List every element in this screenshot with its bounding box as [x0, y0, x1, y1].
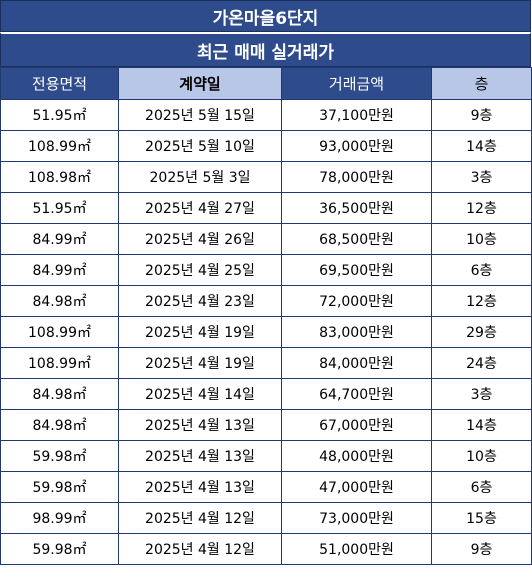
table-row: 98.99㎡ 2025년 4월 12일 73,000만원 15층 — [0, 502, 532, 534]
area-cell: 59.98㎡ — [0, 440, 119, 472]
floor-cell: 3층 — [431, 378, 532, 410]
table-row: 51.95㎡ 2025년 5월 15일 37,100만원 9층 — [0, 99, 532, 131]
column-header-price: 거래금액 — [281, 67, 432, 100]
floor-cell: 6층 — [431, 254, 532, 286]
price-cell: 69,500만원 — [281, 254, 432, 286]
floor-cell: 12층 — [431, 285, 532, 317]
contract-date-cell: 2025년 4월 25일 — [118, 254, 282, 286]
price-cell: 84,000만원 — [281, 347, 432, 379]
table-row: 59.98㎡ 2025년 4월 12일 51,000만원 9층 — [0, 533, 532, 565]
table-row: 84.98㎡ 2025년 4월 13일 67,000만원 14층 — [0, 409, 532, 441]
price-cell: 83,000만원 — [281, 316, 432, 348]
floor-cell: 29층 — [431, 316, 532, 348]
floor-cell: 15층 — [431, 502, 532, 534]
price-cell: 78,000만원 — [281, 161, 432, 193]
table-row: 108.99㎡ 2025년 4월 19일 83,000만원 29층 — [0, 316, 532, 348]
price-cell: 73,000만원 — [281, 502, 432, 534]
column-header-contract-date: 계약일 — [118, 67, 282, 100]
contract-date-cell: 2025년 4월 13일 — [118, 471, 282, 503]
price-cell: 72,000만원 — [281, 285, 432, 317]
contract-date-cell: 2025년 5월 10일 — [118, 130, 282, 162]
complex-title: 가온마을6단지 — [0, 0, 531, 32]
floor-cell: 14층 — [431, 409, 532, 441]
area-cell: 108.98㎡ — [0, 161, 119, 193]
contract-date-cell: 2025년 4월 12일 — [118, 533, 282, 565]
price-cell: 51,000만원 — [281, 533, 432, 565]
area-cell: 98.99㎡ — [0, 502, 119, 534]
contract-date-cell: 2025년 4월 14일 — [118, 378, 282, 410]
floor-cell: 6층 — [431, 471, 532, 503]
column-header-area: 전용면적 — [0, 67, 119, 100]
area-cell: 108.99㎡ — [0, 130, 119, 162]
floor-cell: 3층 — [431, 161, 532, 193]
area-cell: 84.98㎡ — [0, 409, 119, 441]
contract-date-cell: 2025년 4월 26일 — [118, 223, 282, 255]
table-row: 84.99㎡ 2025년 4월 25일 69,500만원 6층 — [0, 254, 532, 286]
contract-date-cell: 2025년 4월 19일 — [118, 316, 282, 348]
price-cell: 37,100만원 — [281, 99, 432, 131]
floor-cell: 10층 — [431, 440, 532, 472]
table-row: 84.98㎡ 2025년 4월 23일 72,000만원 12층 — [0, 285, 532, 317]
transactions-table: 전용면적 계약일 거래금액 층 51.95㎡ 2025년 5월 15일 37,100… — [0, 67, 532, 565]
table-row: 108.98㎡ 2025년 5월 3일 78,000만원 3층 — [0, 161, 532, 193]
area-cell: 108.99㎡ — [0, 347, 119, 379]
transaction-report: 가온마을6단지 최근 매매 실거래가 전용면적 계약일 거래금액 층 51.95… — [0, 0, 532, 565]
area-cell: 84.99㎡ — [0, 254, 119, 286]
table-row: 108.99㎡ 2025년 5월 10일 93,000만원 14층 — [0, 130, 532, 162]
price-cell: 68,500만원 — [281, 223, 432, 255]
area-cell: 51.95㎡ — [0, 192, 119, 224]
price-cell: 67,000만원 — [281, 409, 432, 441]
area-cell: 108.99㎡ — [0, 316, 119, 348]
floor-cell: 12층 — [431, 192, 532, 224]
floor-cell: 9층 — [431, 99, 532, 131]
table-row: 51.95㎡ 2025년 4월 27일 36,500만원 12층 — [0, 192, 532, 224]
table-row: 108.99㎡ 2025년 4월 19일 84,000만원 24층 — [0, 347, 532, 379]
area-cell: 59.98㎡ — [0, 533, 119, 565]
report-subtitle: 최근 매매 실거래가 — [0, 32, 531, 67]
floor-cell: 10층 — [431, 223, 532, 255]
table-body: 51.95㎡ 2025년 5월 15일 37,100만원 9층 108.99㎡ 2025년… — [0, 99, 532, 565]
table-row: 84.99㎡ 2025년 4월 26일 68,500만원 10층 — [0, 223, 532, 255]
price-cell: 36,500만원 — [281, 192, 432, 224]
floor-cell: 24층 — [431, 347, 532, 379]
area-cell: 84.98㎡ — [0, 285, 119, 317]
floor-cell: 14층 — [431, 130, 532, 162]
price-cell: 47,000만원 — [281, 471, 432, 503]
contract-date-cell: 2025년 4월 19일 — [118, 347, 282, 379]
table-row: 59.98㎡ 2025년 4월 13일 48,000만원 10층 — [0, 440, 532, 472]
floor-cell: 9층 — [431, 533, 532, 565]
area-cell: 84.99㎡ — [0, 223, 119, 255]
contract-date-cell: 2025년 4월 12일 — [118, 502, 282, 534]
contract-date-cell: 2025년 4월 27일 — [118, 192, 282, 224]
price-cell: 48,000만원 — [281, 440, 432, 472]
price-cell: 64,700만원 — [281, 378, 432, 410]
table-row: 84.98㎡ 2025년 4월 14일 64,700만원 3층 — [0, 378, 532, 410]
contract-date-cell: 2025년 4월 23일 — [118, 285, 282, 317]
area-cell: 59.98㎡ — [0, 471, 119, 503]
table-header-row: 전용면적 계약일 거래금액 층 — [0, 67, 532, 100]
area-cell: 84.98㎡ — [0, 378, 119, 410]
price-cell: 93,000만원 — [281, 130, 432, 162]
contract-date-cell: 2025년 5월 3일 — [118, 161, 282, 193]
area-cell: 51.95㎡ — [0, 99, 119, 131]
contract-date-cell: 2025년 5월 15일 — [118, 99, 282, 131]
contract-date-cell: 2025년 4월 13일 — [118, 409, 282, 441]
column-header-floor: 층 — [431, 67, 532, 100]
table-row: 59.98㎡ 2025년 4월 13일 47,000만원 6층 — [0, 471, 532, 503]
contract-date-cell: 2025년 4월 13일 — [118, 440, 282, 472]
